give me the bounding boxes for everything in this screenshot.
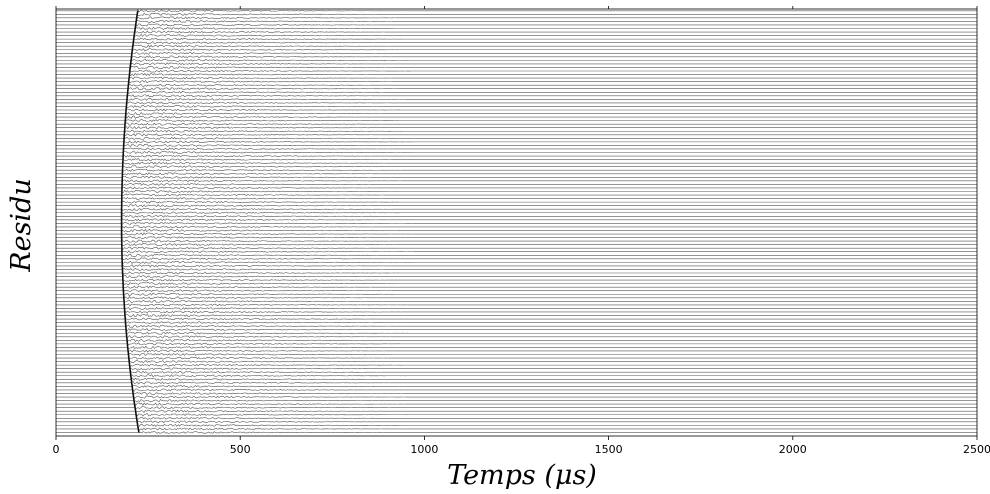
x-tick-label: 1000: [410, 443, 438, 456]
x-tick-label: 500: [230, 443, 251, 456]
y-axis-label: Residu: [6, 178, 37, 272]
x-tick-label: 1500: [595, 443, 623, 456]
x-tick-label: 2000: [779, 443, 807, 456]
x-tick-label: 2500: [963, 443, 990, 456]
x-axis-label: Temps (μs): [447, 460, 597, 489]
x-tick-label: 0: [53, 443, 60, 456]
